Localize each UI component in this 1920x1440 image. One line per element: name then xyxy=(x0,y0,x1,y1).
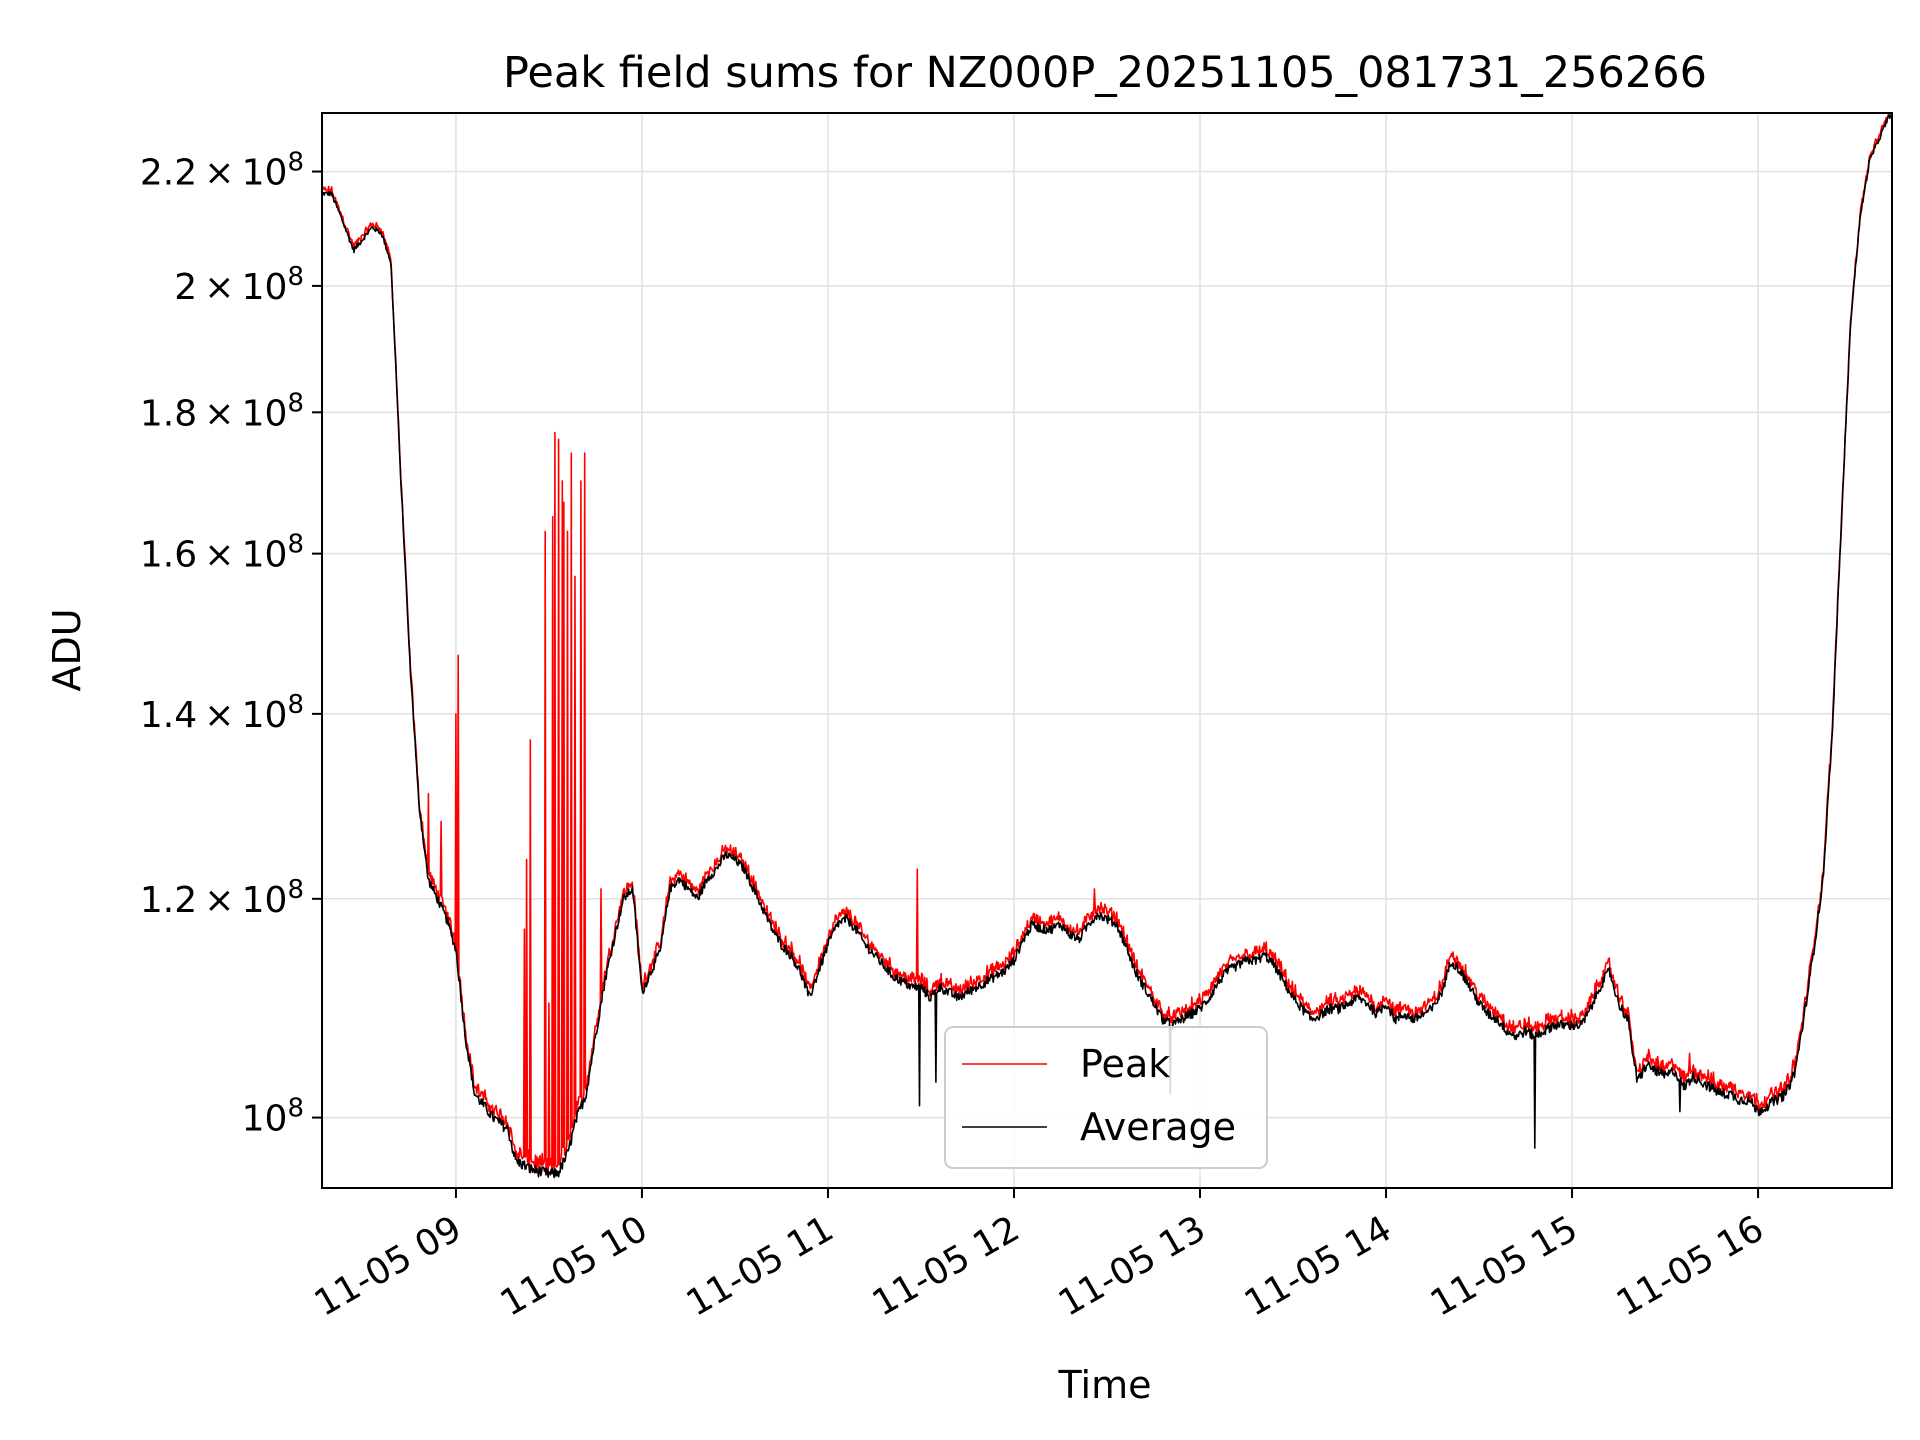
series-peak-line xyxy=(322,113,1892,1172)
grid xyxy=(322,113,1892,1188)
y-tick-label: 1.4 × 108 xyxy=(140,690,304,736)
y-tick-label: 1.8 × 108 xyxy=(140,388,304,434)
legend-box xyxy=(944,1026,1268,1169)
legend-average-label: Average xyxy=(1080,1105,1236,1149)
y-tick-label: 108 xyxy=(242,1094,304,1140)
plot-frame xyxy=(321,112,1893,1189)
y-tick-label: 2.2 × 108 xyxy=(140,148,304,194)
chart-title: Peak field sums for NZ000P_20251105_0817… xyxy=(503,48,1707,98)
y-tick-label: 1.2 × 108 xyxy=(140,875,304,921)
y-tick-label: 1.6 × 108 xyxy=(140,530,304,576)
x-axis-label: Time xyxy=(1058,1363,1152,1407)
legend-peak-label: Peak xyxy=(1080,1042,1170,1086)
legend: Peak Average xyxy=(944,1026,1268,1169)
series-average-line xyxy=(322,113,1892,1179)
y-tick-label: 2 × 108 xyxy=(174,262,304,308)
series-layer xyxy=(322,113,1892,1179)
y-axis-label: ADU xyxy=(45,608,89,691)
y-axis-ticks: 108 1.2 × 108 1.4 × 108 1.6 × 108 1.8 × 108 2… xyxy=(140,148,322,1140)
